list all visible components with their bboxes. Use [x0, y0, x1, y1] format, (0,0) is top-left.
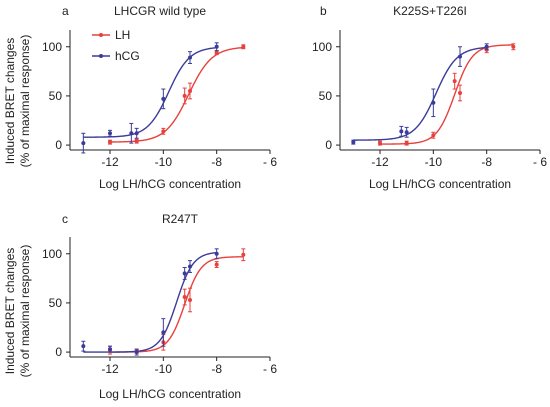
data-point-hcg	[161, 96, 166, 101]
data-point-lh	[188, 297, 192, 302]
x-tick-label: -10	[155, 362, 173, 376]
data-point-lh	[108, 140, 112, 145]
series-line-lh	[110, 256, 244, 353]
legend-label-lh: LH	[115, 28, 130, 42]
panel-letter: b	[320, 4, 327, 18]
data-point-hcg	[404, 130, 409, 135]
data-point-hcg	[399, 129, 404, 134]
y-tick-label: 100	[312, 40, 332, 54]
data-point-hcg	[484, 44, 489, 49]
y-tick-label: 0	[325, 138, 332, 152]
series-line-lh	[379, 44, 514, 145]
y-axis-label-line1-c: Induced BRET changes	[3, 248, 17, 375]
data-point-hcg	[161, 330, 166, 335]
y-tick-label: 50	[319, 89, 333, 103]
data-point-lh	[182, 295, 187, 300]
x-axis-title: Log LH/hCG concentration	[99, 387, 241, 401]
x-tick-label: -8	[211, 155, 222, 169]
chart-title: LHCGR wild type	[114, 4, 206, 18]
y-tick-label: 0	[55, 345, 62, 359]
panel-letter: a	[62, 4, 69, 18]
chart-panel-b: b K225S+T226I -12 -10 -8 - 6 0 50 100 Log LH/hCG …	[312, 4, 547, 191]
data-point-hcg	[214, 44, 219, 49]
series-line-hcg	[353, 46, 487, 141]
x-axis-title: Log LH/hCG concentration	[99, 177, 241, 191]
legend-marker-lh	[99, 33, 103, 37]
data-point-lh	[241, 44, 246, 49]
x-tick-label: -10	[155, 155, 173, 169]
data-point-hcg	[188, 264, 192, 269]
data-point-lh	[134, 139, 139, 144]
data-point-hcg	[134, 131, 139, 136]
x-tick-label: -12	[101, 155, 119, 169]
x-tick-label: -10	[425, 155, 443, 169]
data-point-hcg	[81, 141, 86, 146]
data-point-lh	[214, 50, 219, 55]
y-axis-label-line2: (% of maximal response)	[18, 35, 32, 168]
data-point-lh	[452, 79, 457, 84]
legend-item-hcg: hCG	[92, 49, 140, 63]
x-tick-label: - 6	[263, 155, 277, 169]
legend-item-lh: LH	[92, 28, 130, 42]
panel-letter: c	[62, 212, 68, 226]
x-tick-label: -12	[101, 362, 119, 376]
data-point-lh	[161, 129, 166, 134]
series-line-lh	[109, 46, 244, 143]
series-line-hcg	[83, 251, 217, 353]
chart-panel-a: a LHCGR wild type -12 -10 -8 - 6 0 50 100 Log LH/…	[42, 4, 277, 191]
chart-panel-c: c R247T -12 -10 -8 - 6 0 50 100 Log LH/hCG concen…	[42, 212, 277, 401]
y-axis-label-line1: Induced BRET changes	[3, 38, 17, 165]
data-point-hcg	[458, 54, 462, 59]
legend-marker-hcg	[99, 54, 103, 58]
x-tick-label: - 6	[263, 362, 277, 376]
data-point-hcg	[134, 350, 139, 355]
y-tick-label: 100	[42, 40, 62, 54]
data-point-hcg	[431, 100, 436, 105]
data-point-lh	[511, 44, 516, 49]
y-axis-label-line2-c: (% of maximal response)	[18, 245, 32, 378]
x-axis-title: Log LH/hCG concentration	[369, 177, 511, 191]
data-point-hcg	[188, 55, 192, 60]
data-point-hcg	[81, 344, 86, 349]
chart-title: K225S+T226I	[393, 4, 467, 18]
x-tick-label: -8	[481, 155, 492, 169]
data-point-hcg	[108, 347, 112, 352]
y-tick-label: 0	[55, 138, 62, 152]
data-point-hcg	[108, 131, 112, 136]
data-point-lh	[404, 141, 409, 146]
data-point-lh	[458, 90, 462, 95]
y-tick-label: 50	[49, 89, 63, 103]
data-point-lh	[241, 252, 246, 257]
data-point-hcg	[351, 140, 356, 145]
legend: LH hCG	[92, 28, 140, 63]
data-point-lh	[182, 93, 187, 98]
legend-label-hcg: hCG	[115, 49, 140, 63]
y-tick-label: 50	[49, 296, 63, 310]
data-point-lh	[378, 141, 382, 146]
data-point-lh	[214, 262, 219, 267]
data-point-hcg	[182, 271, 187, 276]
data-point-hcg	[129, 131, 134, 136]
x-tick-label: -12	[371, 155, 389, 169]
data-point-lh	[188, 89, 192, 93]
series-line-hcg	[83, 46, 217, 138]
data-point-lh	[431, 133, 436, 138]
chart-title: R247T	[162, 212, 199, 226]
x-tick-label: -8	[211, 362, 222, 376]
y-tick-label: 100	[42, 247, 62, 261]
x-tick-label: - 6	[533, 155, 547, 169]
data-point-hcg	[214, 251, 219, 256]
